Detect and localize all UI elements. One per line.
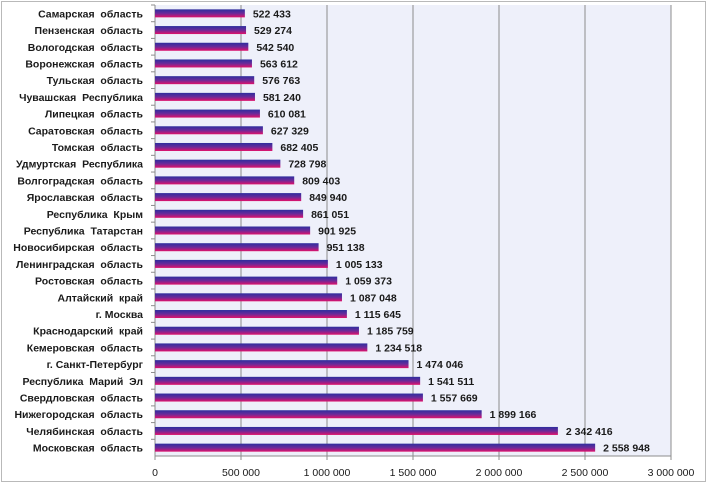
x-tick-label: 1 000 000 <box>304 467 351 479</box>
category-label: Кемеровская область <box>27 342 144 354</box>
category-label: Краснодарский край <box>33 326 143 338</box>
value-label: 861 051 <box>311 209 349 221</box>
labels: 0 500 000 1 000 000 1 500 000 2 000 000 2 500… <box>13 8 694 479</box>
category-label: Московская область <box>33 443 144 455</box>
x-tick-label: 500 000 <box>222 467 260 479</box>
value-label: 849 940 <box>309 192 347 204</box>
value-label: 576 763 <box>262 75 300 87</box>
category-label: Воронежская область <box>25 58 143 70</box>
value-label: 1 234 518 <box>375 342 422 354</box>
value-label: 563 612 <box>260 58 298 70</box>
bar <box>155 443 596 452</box>
category-label: Республика Крым <box>47 209 144 221</box>
category-label: Ленинградская область <box>16 259 144 271</box>
bar <box>155 376 421 385</box>
value-label: 627 329 <box>271 125 309 137</box>
bar <box>155 109 260 118</box>
category-label: г. Москва <box>96 309 144 321</box>
category-label: Липецкая область <box>45 109 144 121</box>
category-label: Ростовская область <box>35 276 143 288</box>
category-label: Удмуртская Республика <box>16 159 143 171</box>
value-label: 610 081 <box>268 109 306 121</box>
bar <box>155 410 482 419</box>
bar <box>155 26 247 35</box>
category-label: Ярославская область <box>27 192 144 204</box>
category-label: Вологодская область <box>28 42 144 54</box>
bar <box>155 142 273 151</box>
value-label: 728 798 <box>288 159 326 171</box>
bar <box>155 9 245 18</box>
category-label: Челябинская область <box>26 426 143 438</box>
category-label: Волгоградская область <box>17 175 143 187</box>
value-label: 1 005 133 <box>336 259 383 271</box>
category-label: Нижегородская область <box>14 409 143 421</box>
value-label: 1 474 046 <box>417 359 464 371</box>
bar <box>155 276 338 285</box>
bar <box>155 209 304 218</box>
bar <box>155 310 347 319</box>
value-label: 529 274 <box>254 25 292 37</box>
category-label: Тульская область <box>47 75 144 87</box>
bar <box>155 259 328 268</box>
category-label: Саратовская область <box>28 125 143 137</box>
bar <box>155 126 263 135</box>
value-label: 2 558 948 <box>603 443 650 455</box>
category-label: Чувашская Республика <box>19 92 143 104</box>
value-label: 1 059 373 <box>345 276 392 288</box>
value-label: 1 541 511 <box>428 376 474 388</box>
bar <box>155 176 295 185</box>
bar <box>155 42 249 51</box>
bar <box>155 59 252 68</box>
value-label: 951 138 <box>327 242 365 254</box>
bar <box>155 360 409 369</box>
value-label: 2 342 416 <box>566 426 613 438</box>
category-label: Свердловская область <box>20 393 144 405</box>
bar <box>155 326 359 335</box>
category-label: Республика Марий Эл <box>23 376 144 388</box>
x-tick-label: 3 000 000 <box>648 467 695 479</box>
value-label: 522 433 <box>253 8 291 20</box>
category-label: Самарская область <box>38 8 143 20</box>
value-label: 901 925 <box>318 226 356 238</box>
category-label: Томская область <box>52 142 144 154</box>
category-label: Республика Татарстан <box>24 226 143 238</box>
x-tick-label: 0 <box>152 467 158 479</box>
x-tick-label: 2 000 000 <box>476 467 523 479</box>
bar <box>155 243 319 252</box>
bars <box>155 9 596 452</box>
value-label: 1 087 048 <box>350 292 397 304</box>
bar <box>155 226 311 235</box>
category-label: Пензенская область <box>35 25 144 37</box>
value-label: 682 405 <box>280 142 318 154</box>
bar <box>155 159 281 168</box>
bar <box>155 426 558 435</box>
bar <box>155 193 302 202</box>
value-label: 1 185 759 <box>367 326 414 338</box>
bar <box>155 76 255 85</box>
bar <box>155 293 342 302</box>
value-label: 1 899 166 <box>490 409 537 421</box>
x-tick-label: 2 500 000 <box>562 467 609 479</box>
bar <box>155 343 368 352</box>
category-label: Алтайский край <box>58 292 144 304</box>
category-label: г. Санкт-Петербург <box>47 359 144 371</box>
bar <box>155 92 255 101</box>
value-label: 581 240 <box>263 92 301 104</box>
category-label: Новосибирская область <box>13 242 143 254</box>
value-label: 542 540 <box>256 42 294 54</box>
value-label: 1 557 669 <box>431 393 478 405</box>
value-label: 1 115 645 <box>355 309 401 321</box>
x-tick-label: 1 500 000 <box>390 467 437 479</box>
bar <box>155 393 423 402</box>
value-label: 809 403 <box>302 175 340 187</box>
